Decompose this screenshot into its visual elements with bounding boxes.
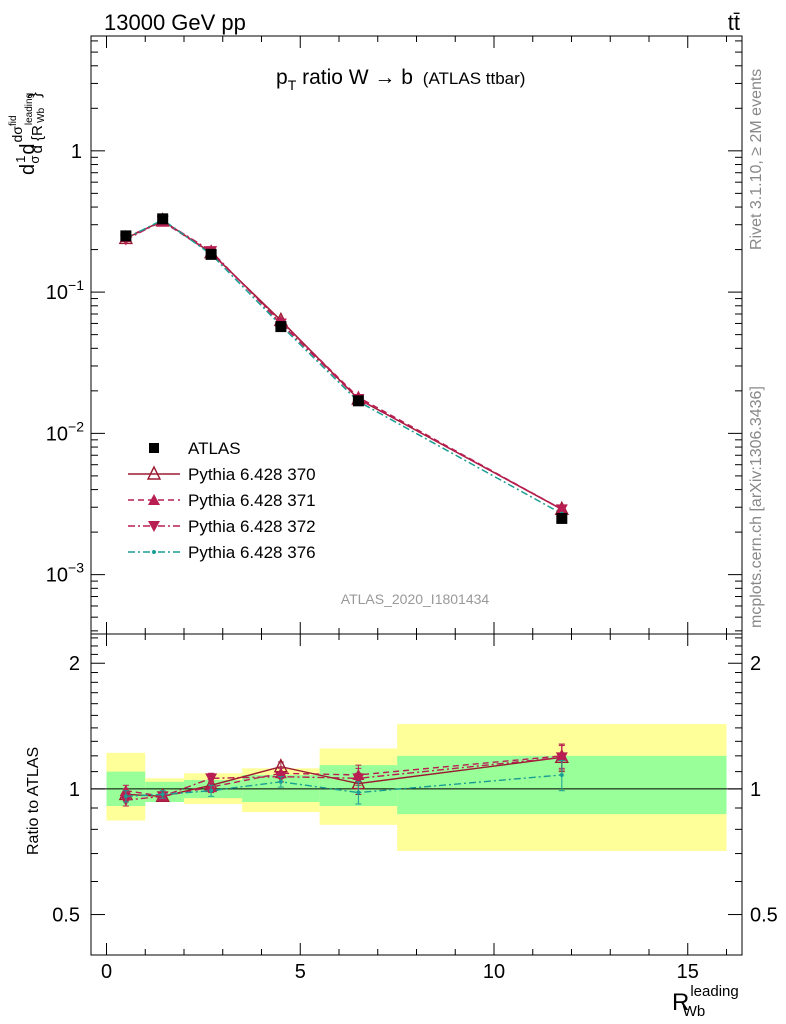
data-point	[352, 773, 365, 785]
ratio-axes: 0 5 10 15 0.5 0.5 1 1 2 2	[52, 633, 778, 983]
legend-label: Pythia 6.428 372	[188, 517, 316, 536]
ratio-y-tick-label: 1	[69, 779, 80, 801]
data-point	[278, 779, 283, 784]
ratio-line	[125, 756, 562, 801]
top-axes: 10−3 10−2 10−1 1	[46, 35, 743, 635]
data-point	[275, 321, 287, 333]
data-point	[205, 248, 217, 260]
data-point	[152, 550, 156, 554]
top-series	[118, 212, 569, 524]
data-point	[205, 773, 218, 785]
series-line	[125, 218, 563, 515]
data-point	[146, 465, 162, 480]
y-tick-label: 10−3	[46, 560, 84, 587]
series-line	[125, 219, 563, 510]
x-tick-label: 15	[677, 961, 699, 983]
svg-text:d1σddσfidd {RleadingWb}: d1σddσfidd {RleadingWb}	[8, 92, 47, 175]
energy-label: 13000 GeV pp	[104, 10, 246, 35]
data-point	[120, 230, 132, 242]
y-tick-label: 10−1	[46, 277, 84, 304]
data-point	[209, 788, 214, 793]
side-mcplots-label: mcplots.cern.ch [arXiv:1306.3436]	[748, 386, 765, 628]
ratio-series	[118, 743, 569, 807]
data-point	[356, 790, 361, 795]
plot-title: pT ratio W → b (ATLAS ttbar)	[276, 66, 525, 93]
data-point	[157, 213, 169, 225]
x-tick-label: 0	[101, 961, 112, 983]
x-tick-label: 10	[483, 961, 505, 983]
ratio-ylabel: Ratio to ATLAS	[25, 747, 42, 855]
data-point	[555, 504, 568, 516]
ratio-y-tick-label: 1	[750, 779, 761, 801]
ratio-y-tick-label: 0.5	[52, 905, 80, 927]
process-label: tt̄	[728, 10, 740, 35]
data-point	[123, 794, 128, 799]
analysis-id: ATLAS_2020_I1801434	[341, 591, 490, 607]
data-point	[559, 772, 564, 777]
data-point	[148, 521, 160, 532]
legend-label: Pythia 6.428 371	[188, 491, 316, 510]
data-point	[556, 512, 568, 524]
legend-label: ATLAS	[188, 439, 241, 458]
side-rivet-label: Rivet 3.1.10, ≥ 2M events	[748, 69, 765, 250]
data-point	[148, 494, 160, 505]
y-tick-label: 10−2	[46, 418, 84, 445]
ratio-y-tick-label: 2	[750, 653, 761, 675]
ratio-y-tick-label: 2	[69, 653, 80, 675]
ratio-line	[125, 774, 562, 797]
data-point	[352, 395, 364, 407]
legend-label: Pythia 6.428 370	[188, 465, 316, 484]
data-point	[160, 792, 165, 797]
legend-label: Pythia 6.428 376	[188, 543, 316, 562]
x-tick-label: 5	[295, 961, 306, 983]
legend: ATLAS Pythia 6.428 370 Pythia 6.428 371 Pyt…	[128, 439, 316, 562]
x-axis-label: Rleading Wb	[672, 983, 739, 1020]
data-point	[149, 443, 159, 453]
top-ylabel: d1σddσfidd {RleadingWb}	[8, 92, 47, 175]
y-tick-label: 1	[71, 141, 82, 163]
data-point	[555, 752, 568, 764]
ratio-y-tick-label: 0.5	[750, 905, 778, 927]
